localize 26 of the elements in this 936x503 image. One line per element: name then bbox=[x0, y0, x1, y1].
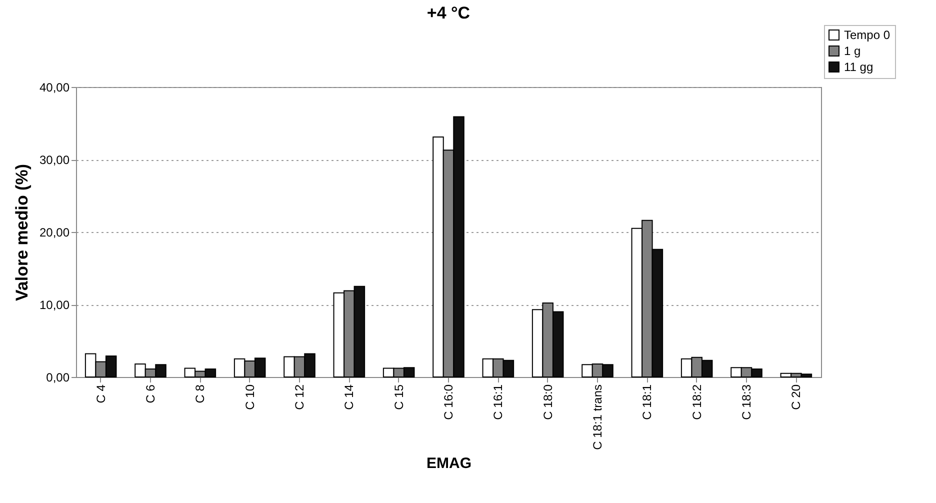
y-axis-title: Valore medio (%) bbox=[12, 164, 32, 301]
x-tick-label: C 20 bbox=[789, 384, 804, 410]
legend-label: Tempo 0 bbox=[844, 28, 890, 42]
x-tick-label: C 6 bbox=[144, 384, 158, 404]
x-tick-label: C 18:0 bbox=[540, 384, 555, 420]
x-tick-label: C 16:0 bbox=[442, 384, 456, 420]
chart-title: +4 °C bbox=[426, 4, 470, 22]
x-tick-label: C 18:1 bbox=[640, 384, 654, 420]
x-tick-label: C 18:2 bbox=[690, 384, 704, 420]
x-tick-label: C 18:1 trans bbox=[590, 384, 604, 450]
x-tick-label: C 18:3 bbox=[740, 384, 754, 420]
legend-label: 1 g bbox=[844, 44, 861, 58]
y-tick-label: 0,00 bbox=[46, 370, 70, 384]
legend-label: 11 gg bbox=[844, 60, 874, 74]
y-tick-label: 20,00 bbox=[39, 226, 70, 240]
y-tick-label: 30,00 bbox=[39, 153, 70, 167]
x-tick-label: C 4 bbox=[94, 384, 108, 404]
x-tick-label: C 16:1 bbox=[491, 384, 506, 420]
x-axis-title: EMAG bbox=[426, 454, 472, 472]
x-tick-label: C 10 bbox=[242, 384, 257, 410]
y-tick-label: 40,00 bbox=[39, 80, 70, 94]
x-tick-label: C 12 bbox=[292, 384, 306, 410]
x-tick-label: C 15 bbox=[392, 384, 406, 410]
y-tick-label: 10,00 bbox=[39, 298, 70, 312]
x-tick-label: C 14 bbox=[342, 384, 356, 410]
x-tick-label: C 8 bbox=[193, 384, 208, 404]
